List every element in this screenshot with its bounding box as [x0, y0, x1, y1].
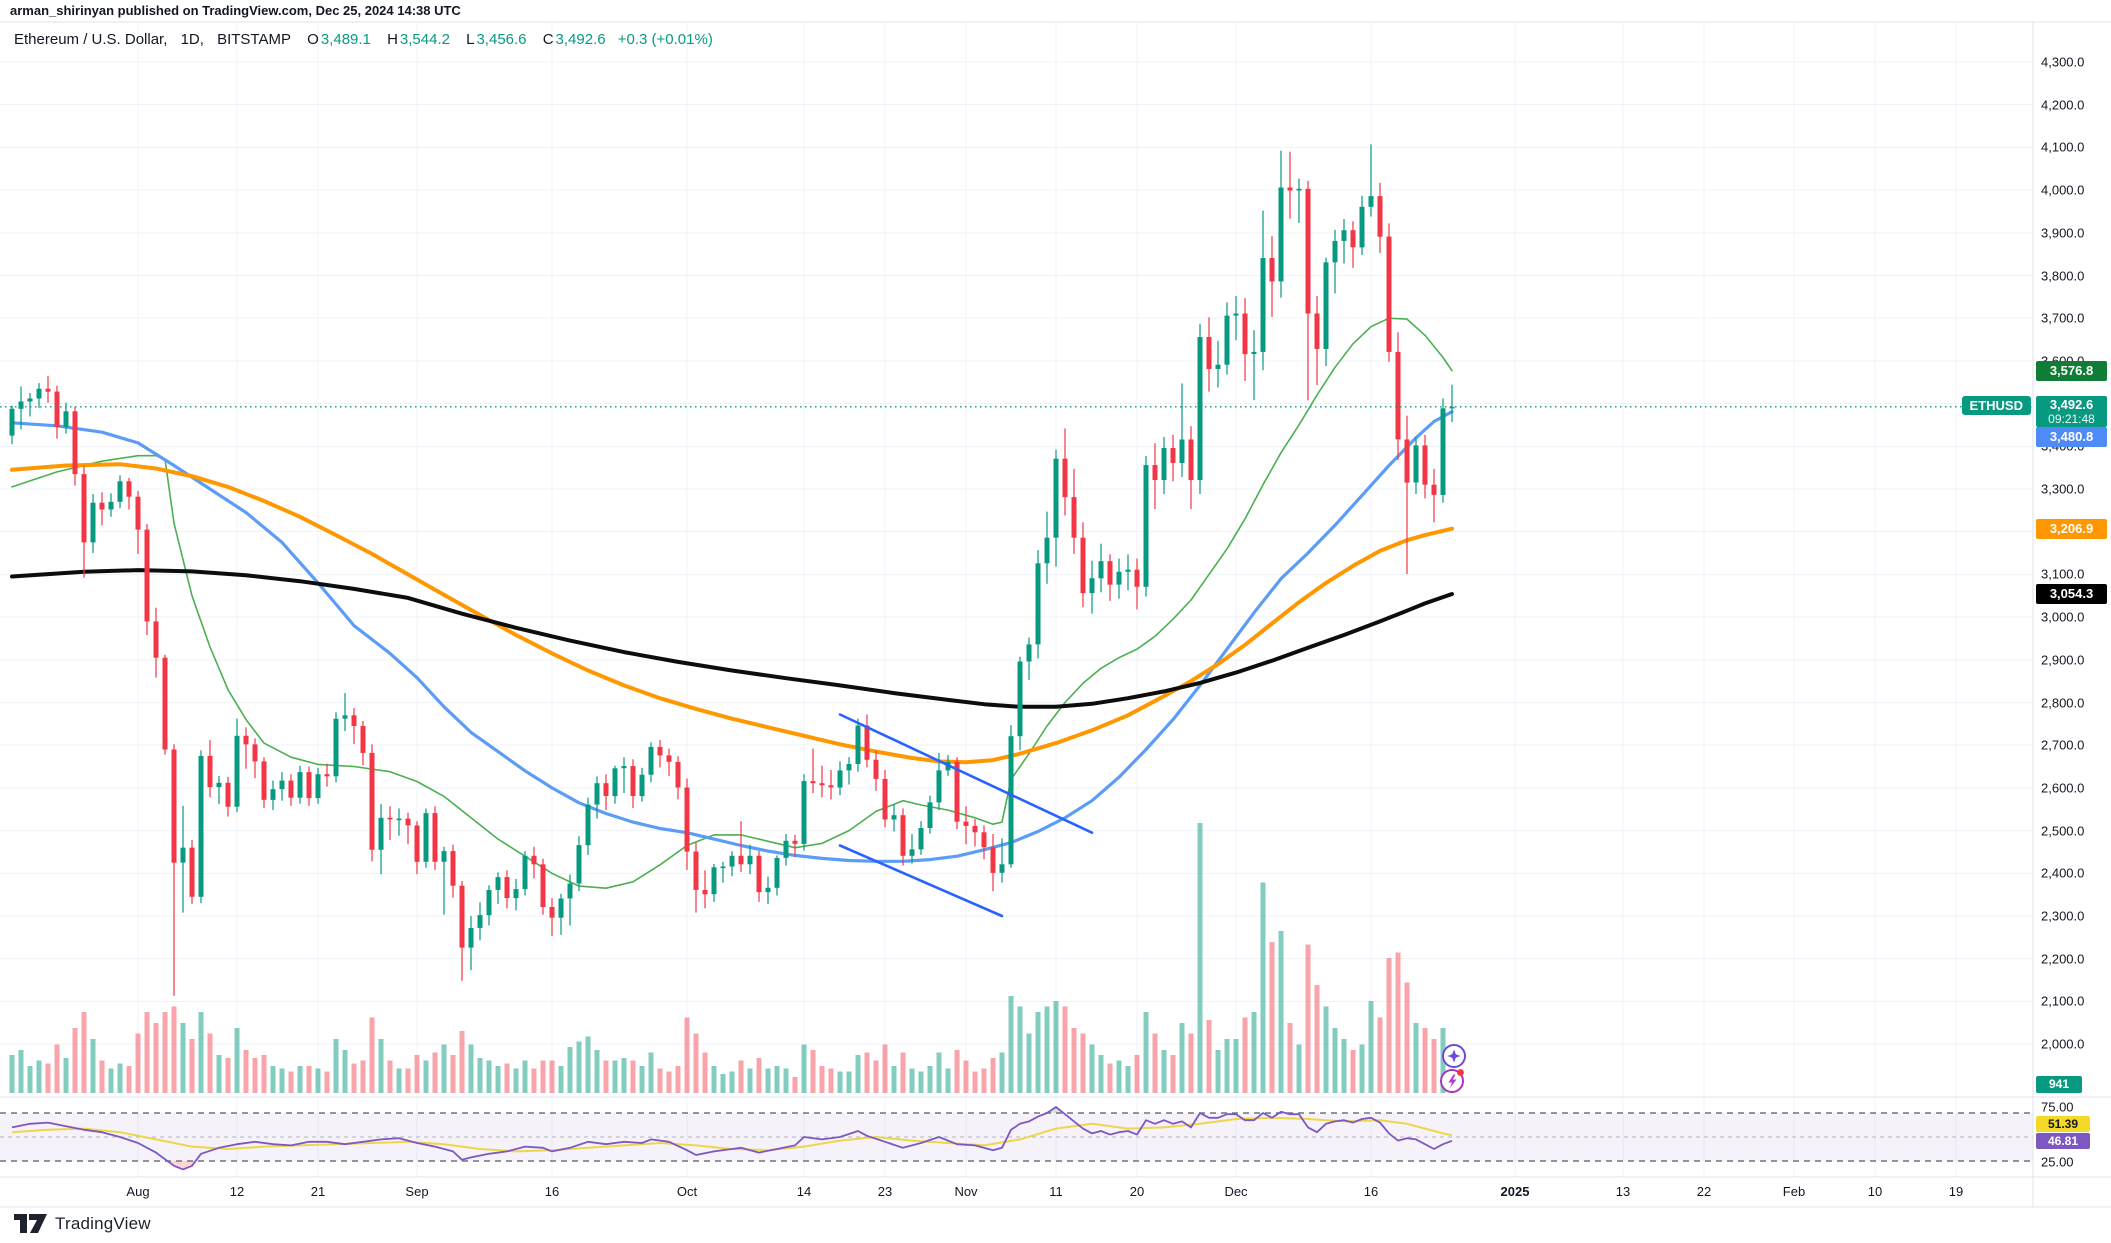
- price-tick-label: 3,000.0: [2041, 609, 2085, 625]
- time-tick-label: Oct: [676, 1184, 698, 1199]
- rsi-value-label: 46.81: [2036, 1133, 2090, 1149]
- ohlc-high-key: H: [387, 31, 398, 48]
- ma-fast-green-line: [11, 317, 1453, 890]
- time-tick-label: 22: [1696, 1184, 1712, 1199]
- rsi-line: [11, 1106, 1453, 1171]
- time-tick-label: Feb: [1782, 1184, 1806, 1199]
- time-tick-label: 12: [229, 1184, 245, 1199]
- price-tick-label: 2,100.0: [2041, 993, 2085, 1009]
- time-tick-label: 10: [1867, 1184, 1883, 1199]
- price-tick-label: 4,100.0: [2041, 139, 2085, 155]
- trendline-2[interactable]: [838, 844, 1004, 918]
- price-tick-label: 2,500.0: [2041, 823, 2085, 839]
- ma-black-line: [10, 568, 1454, 709]
- change-value: +0.3 (+0.01%): [617, 31, 713, 48]
- time-tick-label: 21: [310, 1184, 326, 1199]
- price-tick-label: 3,800.0: [2041, 268, 2085, 283]
- price-tick-label: 4,200.0: [2041, 97, 2085, 113]
- time-tick-label: 16: [1363, 1184, 1379, 1199]
- ohlc-open-value: 3,489.1: [320, 31, 371, 48]
- price-tick-label: 3,300.0: [2041, 481, 2085, 497]
- time-tick-label: 19: [1948, 1184, 1964, 1199]
- price-tick-label: 4,000.0: [2041, 182, 2085, 198]
- time-tick-label: Nov: [954, 1184, 978, 1199]
- ohlc-low-value: 3,456.6: [476, 31, 527, 48]
- ma-green-price-label: 3,576.8: [2036, 360, 2107, 381]
- symbol-title: Ethereum / U.S. Dollar,: [14, 31, 168, 48]
- price-tick-label: 2,300.0: [2041, 908, 2085, 924]
- time-tick-label: Sep: [405, 1184, 429, 1199]
- pane-separators: [0, 21, 2111, 1208]
- price-tick-label: 2,600.0: [2041, 780, 2085, 796]
- candles: [9, 144, 1455, 996]
- ma-orange-price-label: 3,206.9: [2036, 518, 2107, 539]
- rsi-ma-value-label: 51.39: [2036, 1116, 2090, 1132]
- price-tick-label: 3,700.0: [2041, 310, 2085, 326]
- interval-label: 1D,: [180, 31, 204, 48]
- symbol-legend[interactable]: Ethereum / U.S. Dollar, 1D, BITSTAMP O 3,…: [14, 31, 715, 48]
- volume-value-label: 941: [2036, 1076, 2082, 1093]
- time-tick-label: 20: [1129, 1184, 1145, 1199]
- ohlc-close-value: 3,492.6: [555, 31, 606, 48]
- bar-countdown: 09:21:48: [2048, 411, 2095, 426]
- last-price-badge: 3,492.6 09:21:48: [2036, 395, 2107, 427]
- price-tick-label: 4,300.0: [2041, 54, 2085, 70]
- published-byline: arman_shirinyan published on TradingView…: [10, 3, 461, 18]
- price-tick-label: 2,200.0: [2041, 951, 2085, 967]
- time-tick-label: 13: [1615, 1184, 1631, 1199]
- price-tick-label: 2,800.0: [2041, 695, 2085, 710]
- ohlc-low-key: L: [466, 31, 475, 48]
- time-tick-label: 14: [796, 1184, 812, 1199]
- price-tick-label: 2,000.0: [2041, 1036, 2085, 1052]
- tradingview-footer[interactable]: TradingView: [14, 1214, 151, 1234]
- time-tick-label: Dec: [1224, 1184, 1248, 1199]
- tradingview-brand-text: TradingView: [55, 1214, 151, 1233]
- ma-blue-price-label: 3,480.8: [2036, 426, 2107, 447]
- price-tick-label: 3,100.0: [2041, 566, 2085, 582]
- trendline-1[interactable]: [838, 713, 1094, 835]
- rsi-tick-label: 25.00: [2041, 1154, 2074, 1170]
- rsi-tick-label: 75.00: [2041, 1099, 2074, 1115]
- price-tick-label: 2,900.0: [2041, 652, 2085, 668]
- ma-orange-line: [10, 462, 1454, 765]
- time-tick-label: 2025: [1500, 1184, 1530, 1199]
- ma-black-price-label: 3,054.3: [2036, 583, 2107, 604]
- exchange-label: BITSTAMP: [217, 31, 291, 48]
- grid: [0, 23, 2033, 1177]
- time-tick-label: 11: [1049, 1184, 1063, 1199]
- notification-dot: [1457, 1069, 1464, 1076]
- ohlc-high-value: 3,544.2: [399, 31, 450, 48]
- time-tick-label: 16: [544, 1184, 560, 1199]
- volume-bars: [9, 823, 1455, 1093]
- ohlc-open-key: O: [307, 31, 319, 48]
- ohlc-close-key: C: [542, 31, 554, 48]
- tradingview-logo-icon: [14, 1214, 47, 1233]
- snapshot-action-buttons[interactable]: [1440, 1044, 1466, 1093]
- time-tick-label: Aug: [126, 1184, 150, 1199]
- price-tick-label: 2,400.0: [2041, 865, 2085, 881]
- symbol-price-pill: ETHUSD: [1961, 395, 2031, 415]
- price-tick-label: 3,900.0: [2041, 225, 2085, 241]
- last-price-value: 3,492.6: [2049, 396, 2094, 412]
- price-tick-label: 2,700.0: [2041, 737, 2085, 753]
- time-tick-label: 23: [877, 1184, 893, 1199]
